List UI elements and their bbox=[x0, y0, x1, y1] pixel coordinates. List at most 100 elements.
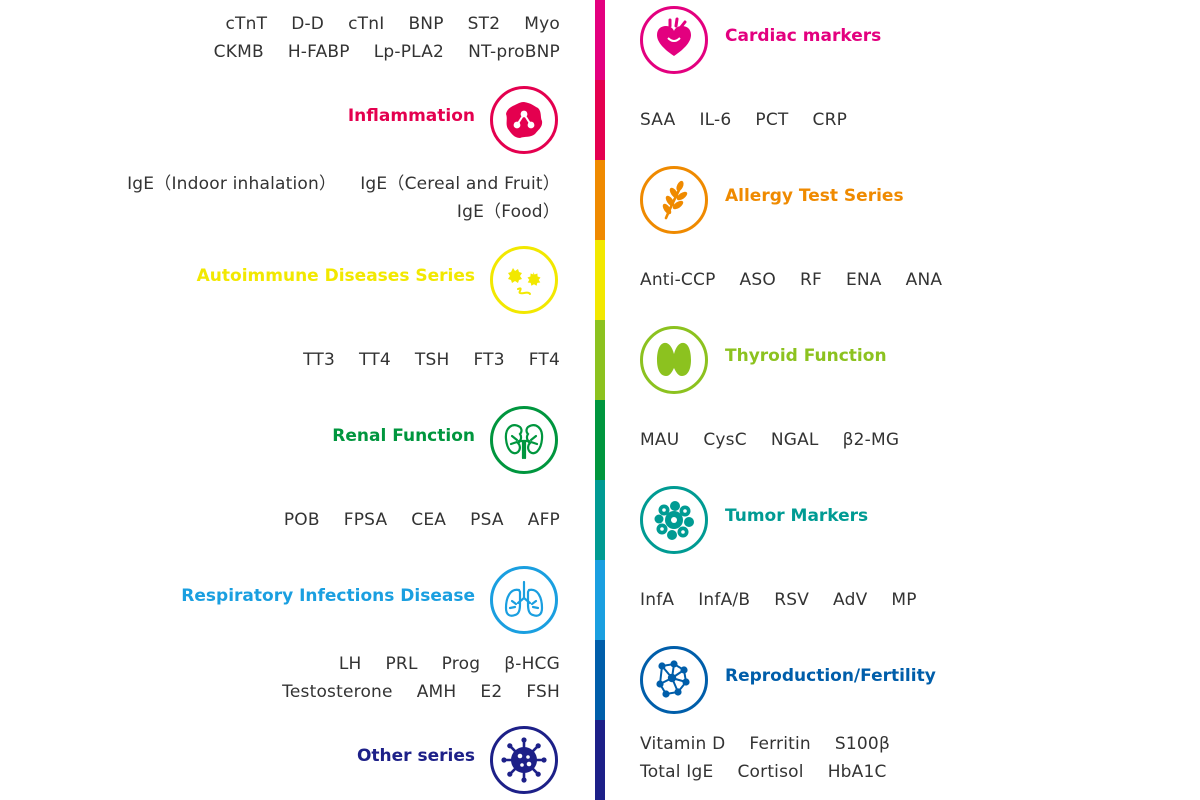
test-list-line: Testosterone AMH E2 FSH bbox=[282, 678, 560, 706]
test-list: IgE（Indoor inhalation） IgE（Cereal and Fru… bbox=[127, 170, 560, 226]
test-item: PSA bbox=[470, 510, 504, 530]
wheat-icon bbox=[640, 166, 708, 234]
test-item: RSV bbox=[774, 590, 810, 610]
heart-icon bbox=[640, 6, 708, 74]
lungs-icon bbox=[490, 566, 558, 634]
test-list: InfA InfA/B RSV AdV MP bbox=[640, 586, 917, 614]
test-item: CKMB bbox=[213, 42, 264, 62]
test-item: RF bbox=[799, 270, 822, 290]
molecule-icon bbox=[640, 646, 708, 714]
test-item: Cortisol bbox=[737, 762, 804, 782]
test-item: LH bbox=[338, 654, 362, 674]
category-label: Cardiac markers bbox=[725, 26, 882, 46]
test-list-line: LH PRL Prog β-HCG bbox=[282, 650, 560, 678]
test-list: LH PRL Prog β-HCG Testosterone AMH E2 FSH bbox=[282, 650, 560, 706]
timeline-segment-respiratory-infections-disease bbox=[595, 560, 605, 640]
test-list-line: IgE（Food） bbox=[127, 198, 560, 226]
test-item: FPSA bbox=[343, 510, 388, 530]
test-list: cTnT D-D cTnI BNP ST2 Myo CKMB H-FABP Lp-PLA2 NT-… bbox=[214, 10, 560, 66]
test-list: Anti-CCP ASO RF ENA ANA bbox=[640, 266, 942, 294]
test-list-line: Anti-CCP ASO RF ENA ANA bbox=[640, 266, 942, 294]
category-row-renal-function: Renal Function MAU CysC NGAL β2-MG bbox=[0, 400, 1200, 480]
test-list-line: cTnT D-D cTnI BNP ST2 Myo bbox=[214, 10, 560, 38]
virus-icon bbox=[490, 726, 558, 794]
test-item: CRP bbox=[812, 110, 848, 130]
thyroid-icon bbox=[640, 326, 708, 394]
test-item: IgE（Indoor inhalation） bbox=[127, 174, 337, 194]
test-item: NT-proBNP bbox=[468, 42, 560, 62]
test-list: SAA IL-6 PCT CRP bbox=[640, 106, 847, 134]
test-item: AFP bbox=[527, 510, 560, 530]
test-item: Lp-PLA2 bbox=[373, 42, 445, 62]
category-row-autoimmune-diseases-series: Autoimmune Diseases Series Anti-CCP ASO RF E… bbox=[0, 240, 1200, 320]
test-item: CEA bbox=[411, 510, 447, 530]
timeline-segment-reproduction-fertility bbox=[595, 640, 605, 720]
test-item: MP bbox=[891, 590, 917, 610]
category-label: Other series bbox=[356, 746, 475, 766]
test-item: H-FABP bbox=[287, 42, 350, 62]
timeline-segment-tumor-markers bbox=[595, 480, 605, 560]
test-item: IgE（Food） bbox=[456, 202, 560, 222]
test-list: MAU CysC NGAL β2-MG bbox=[640, 426, 899, 454]
category-row-cardiac-markers: Cardiac markers cTnT D-D cTnI BNP ST2 Myo CKMB H… bbox=[0, 0, 1200, 80]
timeline-segment-other-series bbox=[595, 720, 605, 800]
category-label: Inflammation bbox=[347, 106, 475, 126]
test-item: HbA1C bbox=[827, 762, 887, 782]
test-item: cTnT bbox=[225, 14, 268, 34]
test-item: InfA bbox=[640, 590, 675, 610]
timeline-segment-inflammation bbox=[595, 80, 605, 160]
test-list-line: Vitamin D Ferritin S100β bbox=[640, 730, 890, 758]
test-item: InfA/B bbox=[698, 590, 751, 610]
category-row-allergy-test-series: Allergy Test Series IgE（Indoor inhalation… bbox=[0, 160, 1200, 240]
test-item: S100β bbox=[834, 734, 890, 754]
test-item: ASO bbox=[739, 270, 776, 290]
tumor-cells-icon bbox=[640, 486, 708, 554]
category-label: Autoimmune Diseases Series bbox=[196, 266, 475, 286]
category-row-inflammation: Inflammation SAA IL-6 PCT CRP bbox=[0, 80, 1200, 160]
test-list-line: MAU CysC NGAL β2-MG bbox=[640, 426, 899, 454]
test-item: β-HCG bbox=[504, 654, 560, 674]
test-item: IL-6 bbox=[699, 110, 732, 130]
category-label: Renal Function bbox=[332, 426, 475, 446]
test-item: FT4 bbox=[528, 350, 560, 370]
test-list-line: TT3 TT4 TSH FT3 FT4 bbox=[303, 346, 560, 374]
test-item: TT4 bbox=[358, 350, 391, 370]
test-list-line: CKMB H-FABP Lp-PLA2 NT-proBNP bbox=[214, 38, 560, 66]
category-label: Respiratory Infections Disease bbox=[181, 586, 475, 606]
test-item: ST2 bbox=[467, 14, 501, 34]
test-item: BNP bbox=[408, 14, 444, 34]
test-list-line: InfA InfA/B RSV AdV MP bbox=[640, 586, 917, 614]
test-item: Prog bbox=[441, 654, 481, 674]
category-label: Allergy Test Series bbox=[725, 186, 904, 206]
test-item: NGAL bbox=[770, 430, 819, 450]
category-row-respiratory-infections-disease: Respiratory Infections Disease InfA InfA/B… bbox=[0, 560, 1200, 640]
inflammation-cell-icon bbox=[490, 86, 558, 154]
test-item: D-D bbox=[291, 14, 325, 34]
test-list-line: SAA IL-6 PCT CRP bbox=[640, 106, 847, 134]
test-item: cTnI bbox=[348, 14, 385, 34]
timeline-segment-autoimmune-diseases-series bbox=[595, 240, 605, 320]
test-item: FT3 bbox=[473, 350, 505, 370]
test-item: Anti-CCP bbox=[640, 270, 716, 290]
test-item: Myo bbox=[524, 14, 560, 34]
test-item: SAA bbox=[640, 110, 676, 130]
category-row-other-series: Other series Vitamin D Ferritin S100β Total … bbox=[0, 720, 1200, 800]
test-item: AMH bbox=[416, 682, 457, 702]
test-item: E2 bbox=[480, 682, 503, 702]
test-list: TT3 TT4 TSH FT3 FT4 bbox=[303, 346, 560, 374]
test-item: ANA bbox=[905, 270, 943, 290]
test-list-line: IgE（Indoor inhalation） IgE（Cereal and Fru… bbox=[127, 170, 560, 198]
timeline-segment-allergy-test-series bbox=[595, 160, 605, 240]
test-item: ENA bbox=[845, 270, 882, 290]
test-item: MAU bbox=[640, 430, 680, 450]
test-item: Total IgE bbox=[640, 762, 714, 782]
kidney-icon bbox=[490, 406, 558, 474]
category-label: Tumor Markers bbox=[725, 506, 869, 526]
test-item: FSH bbox=[526, 682, 560, 702]
test-item: Testosterone bbox=[282, 682, 393, 702]
test-list-line: Total IgE Cortisol HbA1C bbox=[640, 758, 890, 786]
timeline-segment-renal-function bbox=[595, 400, 605, 480]
face-icon bbox=[490, 246, 558, 314]
timeline-segment-thyroid-function bbox=[595, 320, 605, 400]
